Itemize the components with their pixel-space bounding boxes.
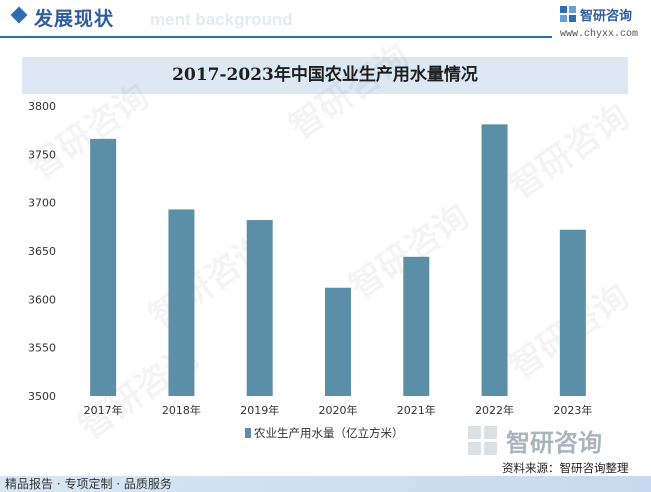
brand-name: 智研咨询 xyxy=(580,9,633,24)
x-tick-label: 2021年 xyxy=(397,403,436,417)
y-tick-label: 3750 xyxy=(28,148,56,161)
source-note: 资料来源：智研咨询整理 xyxy=(502,461,629,475)
y-tick-label: 3800 xyxy=(28,100,56,113)
brand-url: www.chyxx.com xyxy=(560,29,639,40)
brand-logo-icon xyxy=(560,6,576,22)
bar-2023年 xyxy=(559,229,586,396)
bar-2018年 xyxy=(168,209,195,396)
section-title: 发展现状 xyxy=(34,8,115,30)
bar-2020年 xyxy=(325,287,351,396)
chart-title-band: 2017-2023年中国农业生产用水量情况 xyxy=(22,57,628,94)
y-tick-label: 3650 xyxy=(28,245,56,258)
watermark-text: 智研咨询 xyxy=(506,429,602,457)
bar-2017年 xyxy=(90,138,117,396)
bar-2019年 xyxy=(246,220,273,396)
footer-bar: 精品报告 · 专项定制 · 品质服务 xyxy=(0,476,651,492)
chart-title: 2017-2023年中国农业生产用水量情况 xyxy=(172,65,478,85)
x-tick-label: 2020年 xyxy=(319,403,358,417)
header-divider xyxy=(0,36,552,38)
page-header: 发展现状 ment background 智研咨询 www.chyxx.com xyxy=(0,0,651,40)
watermark-text-0: 智研咨询 xyxy=(22,77,156,188)
watermark-text-2: 智研咨询 xyxy=(282,37,416,148)
legend-label: 农业生产用水量（亿立方米） xyxy=(254,426,404,440)
x-tick-label: 2023年 xyxy=(553,403,592,417)
y-tick-label: 3700 xyxy=(28,197,56,210)
watermark-logo: 智研咨询 xyxy=(468,426,602,457)
footer-services: 精品报告 · 专项定制 · 品质服务 xyxy=(5,477,172,491)
bar-2021年 xyxy=(403,256,430,396)
y-tick-label: 3550 xyxy=(28,342,56,355)
watermark-text-4: 智研咨询 xyxy=(502,97,636,208)
legend-swatch xyxy=(245,428,251,438)
bar-2022年 xyxy=(481,124,508,396)
x-tick-label: 2019年 xyxy=(240,403,279,417)
y-tick-label: 3600 xyxy=(28,293,56,306)
x-tick-label: 2017年 xyxy=(84,403,123,417)
x-tick-label: 2022年 xyxy=(475,403,514,417)
y-tick-label: 3500 xyxy=(28,390,56,403)
x-tick-label: 2018年 xyxy=(162,403,201,417)
background-text: ment background xyxy=(150,10,293,29)
